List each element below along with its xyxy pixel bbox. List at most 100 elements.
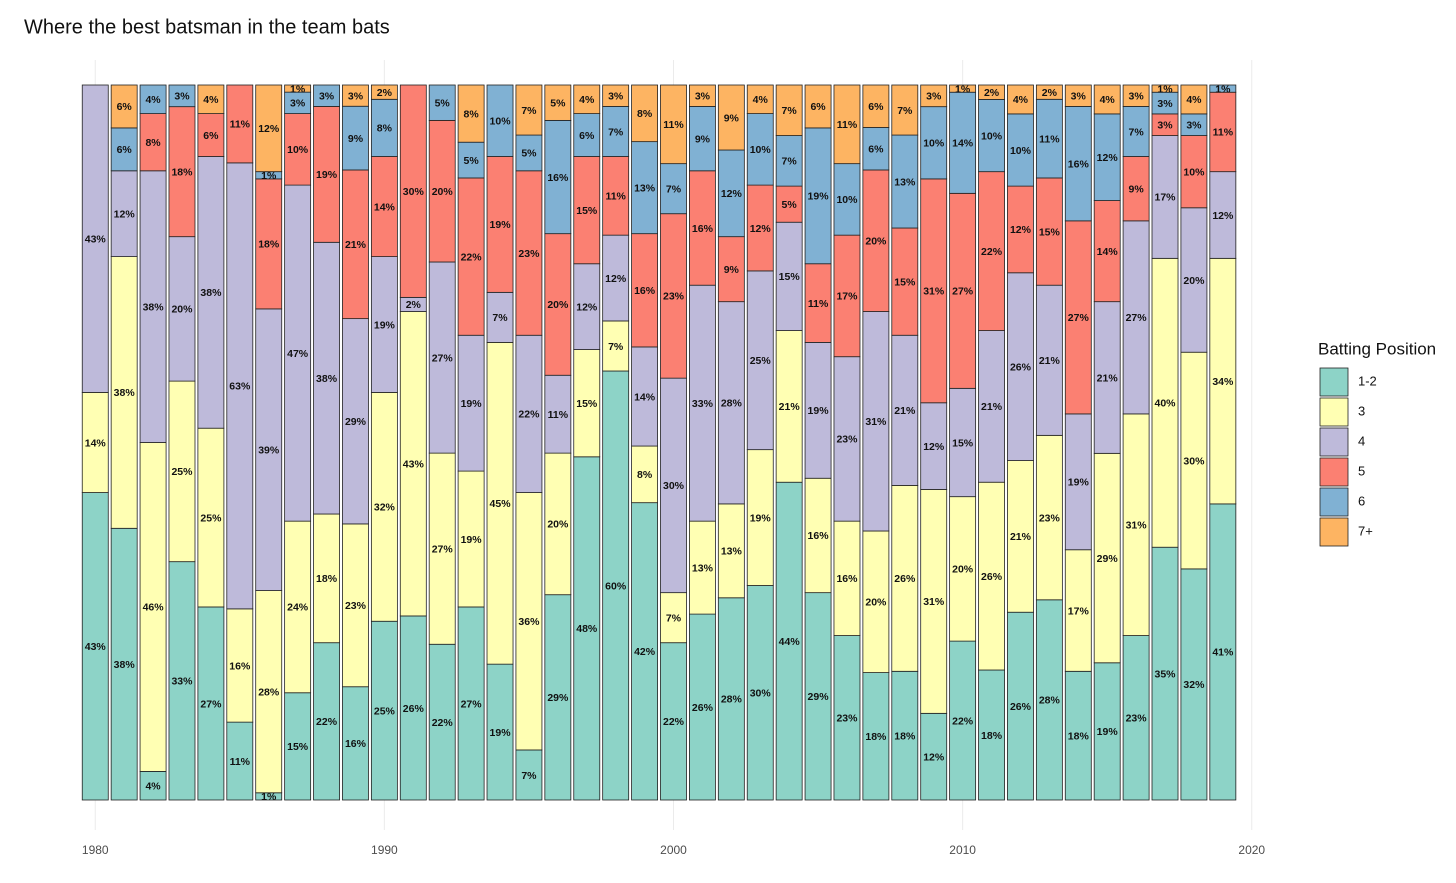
data-label: 48% [576,623,598,635]
bar-segment [804,263,832,343]
bar-segment [457,141,485,179]
data-label: 14% [634,391,656,403]
data-label: 17% [836,291,858,303]
data-label: 43% [85,234,107,246]
bar-segment [1064,670,1092,801]
legend-swatch [1319,397,1349,427]
bar-segment [1122,635,1150,801]
data-label: 11% [230,756,251,768]
bar-segment [833,234,861,358]
bar-segment [168,380,196,563]
data-label: 20% [171,304,193,316]
bar-segment [1122,413,1150,636]
bar-segment [139,113,167,172]
data-label: 5% [550,97,566,109]
data-label: 10% [923,138,945,150]
data-label: 21% [1039,355,1061,367]
data-label: 25% [200,512,222,524]
data-label: 8% [145,137,161,149]
bar-segment [573,113,601,157]
data-label: 10% [981,130,1003,142]
data-label: 19% [374,319,396,331]
bar-segment [660,642,687,801]
data-label: 30% [403,186,425,198]
data-label: 2% [377,87,393,99]
bar-segment [631,141,658,235]
data-label: 2% [1042,87,1058,99]
legend-label: 3 [1358,403,1365,418]
bar-segment [1093,452,1121,664]
bar-segment [862,84,890,128]
bar-segment [313,241,340,515]
bar-segment [428,452,456,645]
bar-segment [949,84,977,93]
bar-segment [1064,84,1092,107]
data-label: 19% [461,534,483,546]
bar-segment [689,520,716,615]
data-label: 15% [576,398,598,410]
data-label: 6% [117,101,133,113]
data-label: 6% [868,101,884,113]
bar-segment [1093,200,1121,303]
data-label: 1% [261,791,277,803]
data-label: 20% [865,597,887,609]
data-label: 31% [923,596,945,608]
bar-segment [1064,413,1092,551]
bar-segment [139,170,167,443]
data-label: 39% [258,445,280,457]
data-label: 11% [837,119,858,131]
bar-segment [949,91,977,194]
bar-segment [573,263,601,350]
data-label: 10% [750,144,772,156]
data-label: 5% [782,199,798,211]
data-label: 20% [865,236,887,248]
data-label: 15% [576,205,598,217]
data-label: 4% [203,94,219,106]
data-label: 14% [1097,246,1119,258]
data-label: 22% [432,717,454,729]
data-label: 31% [923,286,945,298]
data-label: 8% [637,108,653,120]
data-label: 25% [374,705,396,717]
bar-segment [689,106,716,172]
bar-segment [1151,546,1179,801]
bar-segment [515,170,543,336]
data-label: 12% [576,301,598,313]
data-label: 20% [547,519,569,531]
legend-label: 4 [1358,433,1365,448]
bar-segment [168,561,196,801]
bar-segment [804,341,832,479]
legend-swatch [1319,367,1349,397]
bar-segment [1151,257,1179,548]
data-label: 21% [1010,531,1032,543]
data-label: 33% [171,676,193,688]
bar-segment [949,387,977,498]
data-label: 22% [518,409,540,421]
data-label: 15% [287,741,309,753]
data-label: 27% [200,698,222,710]
data-label: 31% [1126,520,1148,532]
bar-segment [1035,177,1063,286]
data-label: 20% [432,186,454,198]
data-label: 38% [114,659,136,671]
data-label: 18% [1068,730,1090,742]
x-tick-label: 2010 [949,843,976,857]
bar-segment [486,291,514,343]
bar-segment [284,184,312,522]
data-label: 7% [521,105,537,117]
bar-segment [428,119,456,263]
bar-segment [978,171,1005,331]
data-label: 12% [750,223,772,235]
data-label: 12% [1212,210,1234,222]
data-label: 16% [836,573,858,585]
bar-segment [746,270,774,451]
data-label: 4% [1186,94,1202,106]
data-label: 27% [1126,312,1148,324]
bar-segment [428,84,456,121]
data-label: 4% [145,94,161,106]
bar-segment [515,492,543,751]
data-label: 42% [634,646,656,658]
data-label: 38% [114,387,136,399]
bar-segment [920,712,948,801]
